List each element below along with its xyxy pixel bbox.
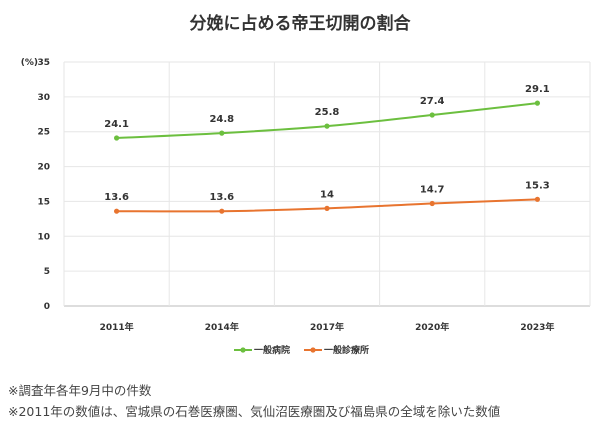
data-point <box>219 130 225 136</box>
y-tick-label: 10 <box>37 232 50 242</box>
legend: 一般病院 一般診療所 <box>234 344 369 356</box>
data-label: 14 <box>320 189 334 200</box>
y-tick-label: 15 <box>37 197 50 207</box>
data-point <box>429 200 435 207</box>
gridlines <box>63 61 591 307</box>
legend-label-1: 一般病院 <box>254 344 290 356</box>
data-label: 27.4 <box>420 96 445 107</box>
x-tick-label: 2023年 <box>520 321 554 333</box>
series-lines: 24.1 24.8 25.8 27.4 29.1 13.6 13.6 14 14.7 15.3 <box>104 84 550 214</box>
chart-title: 分娩に占める帝王切開の割合 <box>189 14 411 34</box>
x-tick-label: 2020年 <box>415 321 449 333</box>
data-label: 13.6 <box>209 192 234 203</box>
x-tick-label: 2017年 <box>310 321 344 333</box>
x-tick-label: 2011年 <box>100 321 134 333</box>
legend-label-2: 一般診療所 <box>324 344 369 356</box>
data-label: 14.7 <box>420 185 445 196</box>
footnote-2011-exclusion: ※2011年の数値は、宮城県の石巻医療圏、気仙沼医療圏及び福島県の全域を除いた数… <box>8 404 501 419</box>
data-point <box>534 100 541 106</box>
y-tick-label: 5 <box>44 267 50 277</box>
y-tick-label: 35 <box>37 58 50 68</box>
data-label: 29.1 <box>525 84 550 95</box>
footnote-survey-period: ※調査年各年9月中の件数 <box>8 383 152 398</box>
data-point <box>324 205 330 211</box>
y-tick-label: 0 <box>44 302 50 312</box>
y-tick-label: 20 <box>37 163 50 173</box>
x-tick-label: 2014年 <box>205 321 239 333</box>
data-point <box>324 123 330 129</box>
data-label: 24.1 <box>104 119 129 130</box>
data-label: 13.6 <box>104 192 129 203</box>
legend-marker-2 <box>310 347 316 353</box>
footnotes: ※調査年各年9月中の件数 ※2011年の数値は、宮城県の石巻医療圏、気仙沼医療圏… <box>8 380 500 422</box>
y-axis-ticks: (%) 0 5 10 15 20 25 30 35 <box>21 58 50 312</box>
data-point <box>114 135 120 141</box>
y-tick-label: 25 <box>37 128 50 138</box>
y-axis-unit-label: (%) <box>21 58 38 68</box>
legend-marker-1 <box>240 347 246 353</box>
data-label: 15.3 <box>525 180 550 191</box>
data-point <box>219 208 225 214</box>
data-label: 24.8 <box>209 114 234 125</box>
y-tick-label: 30 <box>37 93 50 103</box>
data-point <box>534 196 541 202</box>
x-axis-ticks: 2011年 2014年 2017年 2020年 2023年 <box>100 321 555 333</box>
data-point <box>429 112 435 118</box>
data-label: 25.8 <box>315 107 340 118</box>
data-point <box>114 208 120 214</box>
